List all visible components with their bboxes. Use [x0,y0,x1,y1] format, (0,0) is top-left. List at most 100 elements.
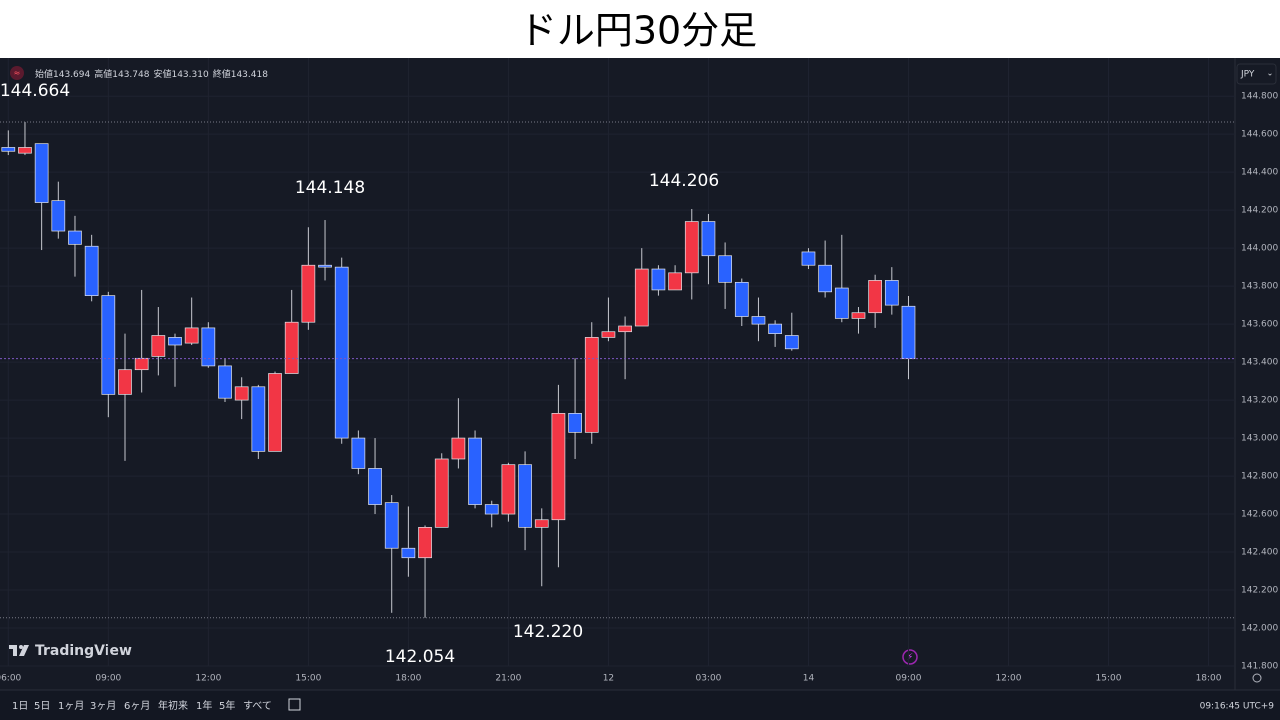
candle-body [218,365,232,399]
y-tick-label: 144.600 [1241,130,1278,140]
candle-body [584,337,599,433]
candle-body [134,357,149,371]
candle-body [568,413,582,433]
y-tick-label: 143.800 [1241,282,1278,292]
range-button[interactable]: すべて [243,700,272,712]
symbol-icon-glyph: ≈ [14,69,21,78]
y-tick-label: 142.600 [1241,510,1278,520]
candle-body [851,312,866,319]
candle-body [634,268,649,327]
y-tick-label: 143.200 [1241,396,1278,406]
candle-body [834,287,849,319]
candle-body [34,143,49,203]
range-button[interactable]: 3ヶ月 [90,700,116,712]
x-tick-label: 21:00 [495,674,521,684]
y-tick-label: 143.600 [1241,320,1278,330]
ohlc-value: 143.310 [171,70,208,80]
chart-background [0,58,1280,720]
clock: 09:16:45 UTC+9 [1200,702,1275,712]
candle-body [601,331,616,338]
candle-body [318,264,332,268]
candle-body [201,327,216,367]
candle-body [168,337,182,346]
chart-title: ドル円30分足 [519,9,757,53]
x-tick-label: 15:00 [295,674,321,684]
candle-body [618,325,632,333]
candle-body [251,386,266,452]
candle-body [1,147,16,152]
range-button[interactable]: 5年 [219,699,235,712]
candle-body [551,413,566,521]
range-button[interactable]: 1ヶ月 [58,700,84,712]
candle-body [384,502,399,549]
candle-body [434,458,449,528]
symbol-icon [10,66,24,80]
candle-body [84,245,99,296]
currency-button[interactable] [1236,63,1277,85]
y-tick-label: 144.200 [1241,206,1278,216]
x-tick-label: 12 [603,674,614,684]
price-annotation: 142.054 [385,647,455,667]
candle-body [18,147,32,154]
range-button[interactable]: 1日 [12,701,28,712]
x-tick-label: 12:00 [195,674,221,684]
candle-body [418,526,432,559]
candle-body [684,221,699,274]
currency-caret[interactable]: ⌄ [1267,69,1274,78]
candle-body [868,280,882,314]
candle-body [501,464,516,515]
candle-body [784,335,799,350]
ohlc-label: 始値 [35,68,53,80]
y-tick-label: 142.400 [1241,548,1278,558]
range-button[interactable]: 年初来 [158,699,188,712]
candle-body [884,280,899,306]
x-tick-label: 18:00 [1196,674,1222,684]
title-bar [0,0,1280,58]
x-tick-label: 06:00 [0,674,22,684]
ohlc-value: 143.694 [53,70,90,80]
y-tick-label: 141.800 [1241,662,1278,672]
candle-body [818,264,832,293]
candle-body [468,437,482,505]
x-tick-label: 18:00 [395,674,421,684]
range-button[interactable]: 6ヶ月 [124,700,150,712]
candle-body [401,547,416,559]
y-tick-label: 142.000 [1241,624,1278,634]
candle-body [668,272,682,291]
range-button[interactable]: 5日 [34,701,50,712]
candle-body [768,323,782,334]
price-annotation: 144.148 [295,178,365,198]
event-icon[interactable] [902,649,918,665]
x-tick-label: 03:00 [695,674,721,684]
ohlc-label: 安値 [153,68,171,80]
event-icon-glyph[interactable]: ⚡ [907,653,913,663]
ohlc-legend: 始値143.694 高値143.748 安値143.310 終値143.418 [35,68,268,80]
y-tick-label: 143.000 [1241,434,1278,444]
toolbar [0,690,1280,720]
candle-body [51,200,66,232]
candle-body [451,437,466,460]
candle-body [518,464,532,528]
y-tick-label: 144.800 [1241,92,1278,102]
candle-body [301,264,316,323]
settings-icon[interactable] [1252,673,1262,683]
price-annotation: 144.664 [0,81,70,101]
y-tick-label: 143.400 [1241,358,1278,368]
candles [1,122,916,618]
currency-label[interactable]: JPY [1240,70,1255,80]
calendar-icon[interactable] [288,698,301,711]
candle-body [268,373,282,452]
ohlc-label: 高値 [94,68,112,80]
logo-part [13,645,17,656]
candle-body [718,255,732,283]
candle-body [101,295,116,395]
logo-part [19,645,23,649]
candle-body [701,221,716,257]
candle-body [284,321,299,374]
calendar-icon-frame[interactable] [288,698,301,711]
range-button[interactable]: 1年 [196,699,212,712]
brand-logo [9,645,29,656]
price-annotation: 142.220 [513,622,583,642]
y-tick-label: 144.000 [1241,244,1278,254]
